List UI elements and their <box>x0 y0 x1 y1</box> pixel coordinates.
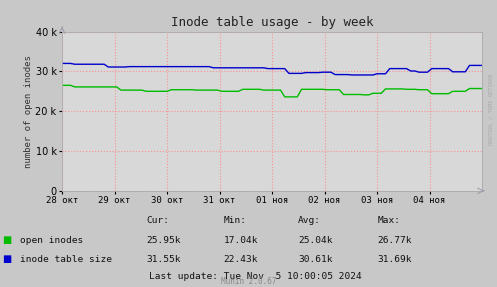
Text: 25.04k: 25.04k <box>298 236 332 245</box>
Text: ■: ■ <box>2 235 12 245</box>
Text: 17.04k: 17.04k <box>224 236 258 245</box>
Text: Max:: Max: <box>378 216 401 225</box>
Text: 31.55k: 31.55k <box>147 255 181 264</box>
Text: RRDTOOL / TOBI OETIKER: RRDTOOL / TOBI OETIKER <box>489 73 494 145</box>
Text: Munin 2.0.67: Munin 2.0.67 <box>221 277 276 286</box>
Text: 22.43k: 22.43k <box>224 255 258 264</box>
Text: 26.77k: 26.77k <box>378 236 412 245</box>
Text: Cur:: Cur: <box>147 216 169 225</box>
Text: Last update: Tue Nov  5 10:00:05 2024: Last update: Tue Nov 5 10:00:05 2024 <box>149 272 362 281</box>
Text: 30.61k: 30.61k <box>298 255 332 264</box>
Text: 25.95k: 25.95k <box>147 236 181 245</box>
Text: Min:: Min: <box>224 216 247 225</box>
Text: ■: ■ <box>2 254 12 264</box>
Text: Avg:: Avg: <box>298 216 321 225</box>
Y-axis label: number of open inodes: number of open inodes <box>24 55 33 168</box>
Text: 31.69k: 31.69k <box>378 255 412 264</box>
Title: Inode table usage - by week: Inode table usage - by week <box>171 16 373 29</box>
Text: inode table size: inode table size <box>20 255 112 264</box>
Text: open inodes: open inodes <box>20 236 83 245</box>
